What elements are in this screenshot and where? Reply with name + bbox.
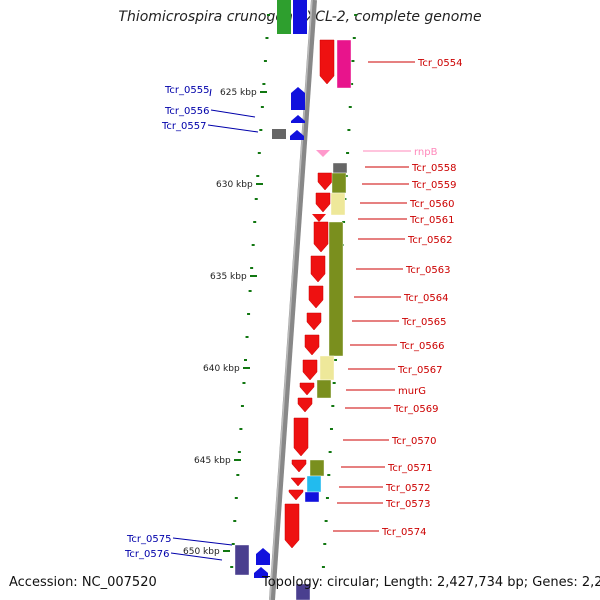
- gene-arrow-red: [308, 285, 324, 309]
- gene-arrow-red: [319, 39, 335, 85]
- cog-block: [330, 192, 346, 216]
- gene-arrow-blue: [290, 130, 304, 140]
- cog-block: [336, 39, 352, 89]
- gene-arrow-red: [313, 221, 329, 253]
- gene-gray: [272, 129, 286, 139]
- gene-arrow-blue: [254, 567, 268, 578]
- gene-arrow-red: [284, 503, 300, 549]
- gene-label: Tcr_0554: [417, 58, 462, 69]
- topology-text: Topology: circular; Length: 2,427,734 bp…: [262, 575, 600, 590]
- gene-label: Tcr_0576: [124, 549, 169, 560]
- inner-tick-ring: [230, 14, 270, 568]
- scale-label: 630 kbp: [216, 180, 253, 190]
- gene-arrow-red: [310, 255, 326, 283]
- gene-label: rnpB: [414, 147, 438, 158]
- gene-label: Tcr_0570: [391, 436, 436, 447]
- scale-label: 650 kbp: [183, 547, 220, 557]
- gene-arrow-red: [299, 382, 315, 396]
- cog-block: [319, 355, 335, 381]
- gene-label: Tcr_0572: [385, 483, 430, 494]
- gene-label: Tcr_0558: [411, 163, 456, 174]
- gene-arrow-red: [291, 459, 307, 473]
- gene-arrow-blue: [256, 548, 270, 565]
- gene-label: Tcr_0571: [387, 463, 432, 474]
- gene-arrow-blue: [291, 115, 305, 123]
- cog-block: [304, 491, 320, 503]
- gene-arrow-blue: [291, 87, 305, 110]
- scale-label: 645 kbp: [194, 456, 231, 466]
- cog-block: [295, 583, 311, 600]
- cog-block: [309, 459, 325, 477]
- gene-label: Tcr_0574: [381, 527, 426, 538]
- gene-arrow-red: [288, 489, 304, 501]
- backbone-axis: [269, 0, 317, 600]
- label-leader: [210, 109, 256, 118]
- gene-label: Tcr_0569: [393, 404, 438, 415]
- gene-arrow-red: [290, 477, 306, 487]
- scale-label: 635 kbp: [210, 272, 247, 282]
- gene-label: Tcr_0567: [397, 365, 442, 376]
- gene-arrow-red-small: [312, 214, 326, 222]
- label-leader: [170, 552, 223, 561]
- gene-label: Tcr_0564: [403, 293, 448, 304]
- scale-label: 625 kbp: [220, 88, 257, 98]
- gene-label: Tcr_0561: [409, 215, 454, 226]
- gene-label: Tcr_0566: [399, 341, 444, 352]
- accession-text: Accession: NC_007520: [9, 575, 157, 590]
- gene-label: Tcr_0560: [409, 199, 454, 210]
- gene-arrow-red: [304, 334, 320, 356]
- gene-green-top: [277, 0, 291, 34]
- label-leader: [209, 88, 212, 97]
- gene-label: Tcr_0562: [407, 235, 452, 246]
- gene-blue-top: [293, 0, 307, 34]
- gene-label: Tcr_0559: [411, 180, 456, 191]
- cog-block: [306, 475, 322, 493]
- label-leader: [207, 124, 259, 133]
- gene-label: Tcr_0575: [126, 534, 171, 545]
- gene-label: Tcr_0565: [401, 317, 446, 328]
- gene-arrow-red: [315, 192, 331, 213]
- cog-block: [328, 221, 344, 357]
- gene-arrow-red: [302, 359, 318, 381]
- cog-block: [332, 162, 348, 174]
- cog-block: [316, 379, 332, 399]
- cog-block: [331, 172, 347, 194]
- cog-block: [234, 544, 250, 576]
- label-leader: [172, 537, 233, 546]
- gene-label: Tcr_0557: [161, 121, 206, 132]
- gene-arrow-red: [306, 312, 322, 331]
- gene-label: Tcr_0555: [164, 85, 209, 96]
- rnpb-arrow: [316, 150, 330, 157]
- gene-label: Tcr_0563: [405, 265, 450, 276]
- gene-arrow-red: [293, 417, 309, 457]
- gene-label: murG: [398, 386, 426, 397]
- gene-label: Tcr_0573: [385, 499, 430, 510]
- scale-label: 640 kbp: [203, 364, 240, 374]
- gene-arrow-red: [317, 172, 333, 191]
- gene-label: Tcr_0556: [164, 106, 209, 117]
- gene-arrow-red: [297, 397, 313, 413]
